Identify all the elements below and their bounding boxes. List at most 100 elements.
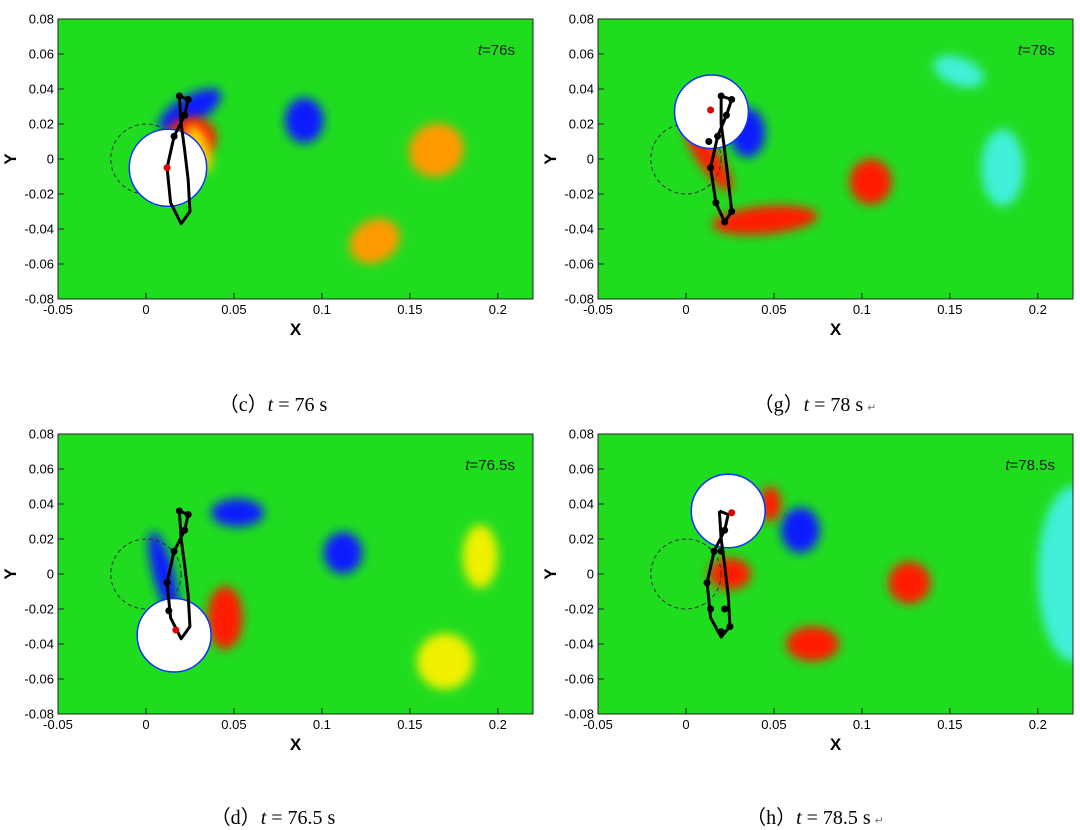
- caption-c: （c）t = 76 s: [0, 365, 540, 417]
- caption-d: （d）t = 76.5 s: [0, 778, 540, 830]
- y-axis-label: Y: [1, 568, 20, 580]
- trajectory-marker: [163, 579, 171, 587]
- reference-circle: [650, 123, 722, 195]
- vortex-blob: [462, 525, 498, 588]
- y-tick-label: 0.08: [29, 12, 54, 27]
- vortex-blob: [148, 531, 179, 617]
- trajectory-marker: [165, 607, 173, 615]
- x-tick-label: -0.05: [583, 717, 613, 732]
- y-tick-label: -0.02: [564, 602, 594, 617]
- vortex-blob: [708, 558, 752, 590]
- vortex-blob: [786, 626, 840, 662]
- y-tick-label: -0.04: [564, 222, 594, 237]
- vortex-blob: [981, 129, 1024, 207]
- x-tick-label: 0.05: [761, 302, 786, 317]
- caption-c-rest: = 76 s: [273, 394, 328, 416]
- caption-g-var: t: [803, 394, 810, 416]
- caption-g-label: （g）: [753, 394, 804, 416]
- contour-field: [650, 55, 1024, 235]
- caption-h-return-mark: ↵: [874, 815, 884, 827]
- x-axis-label: X: [830, 735, 842, 754]
- vortex-blob: [323, 532, 363, 574]
- contour-plot-c: -0.05 0 0.05 0.1 0.15 0.2 0.08 0.06 0.04 0.02 0 -0.…: [1, 12, 534, 339]
- vortex-blob: [284, 97, 324, 144]
- plot-background: [598, 434, 1073, 714]
- x-tick-label: 0.05: [221, 717, 246, 732]
- y-tick-label: -0.08: [24, 707, 54, 722]
- trajectory-marker: [728, 96, 736, 103]
- time-annotation: t=76.5s: [465, 457, 515, 474]
- x-tick-label: 0.2: [489, 717, 507, 732]
- trajectory-marker: [710, 547, 718, 555]
- y-tick-label: 0: [587, 567, 594, 582]
- vortex-blob: [416, 633, 474, 690]
- trajectory-marker: [707, 164, 715, 172]
- caption-g-rest: = 78 s: [809, 394, 864, 416]
- time-annotation: t=76s: [478, 42, 515, 59]
- trajectory-marker: [175, 92, 183, 100]
- y-tick-label: 0.06: [29, 462, 54, 477]
- y-axis-label: Y: [541, 153, 560, 165]
- y-tick-label: -0.02: [564, 187, 594, 202]
- y-tick-label: -0.08: [24, 292, 54, 307]
- trajectory-marker: [170, 547, 178, 555]
- y-tick-label: -0.06: [24, 257, 54, 272]
- x-axis-label: X: [290, 320, 302, 339]
- contour-field: [650, 473, 1073, 662]
- trajectory-marker: [712, 199, 720, 207]
- y-tick-label: -0.08: [564, 707, 594, 722]
- time-annotation-value: =76.5s: [470, 457, 515, 474]
- contour-plot-d: -0.05 0 0.05 0.1 0.15 0.2 0.08 0.06 0.04 0.02 0 -0.…: [1, 427, 534, 754]
- trajectory-marker: [184, 511, 192, 518]
- x-tick-label: 0.15: [397, 717, 422, 732]
- vortex-blob: [207, 586, 243, 650]
- y-tick-label: 0.06: [569, 462, 594, 477]
- vortex-blob: [933, 55, 984, 88]
- x-tick-label: 0: [142, 717, 149, 732]
- contour-field: [110, 88, 464, 264]
- trajectory-marker: [181, 526, 189, 534]
- vortex-blob: [1037, 486, 1073, 662]
- vortex-blob: [211, 498, 264, 527]
- cylinder: [136, 597, 212, 673]
- trajectory-marker: [170, 132, 178, 140]
- x-tick-label: 0.15: [937, 717, 962, 732]
- y-tick-label: 0.08: [569, 427, 594, 442]
- y-tick-label: -0.04: [564, 637, 594, 652]
- vortex-blob: [408, 123, 464, 178]
- y-tick-label: 0.04: [29, 82, 54, 97]
- y-tick-label: -0.08: [564, 292, 594, 307]
- vortex-blob: [349, 218, 400, 264]
- contour-plot-g: -0.05 0 0.05 0.1 0.15 0.2 0.08 0.06 0.04 0.02 0 -0.…: [541, 12, 1074, 339]
- x-tick-label: 0.1: [313, 717, 331, 732]
- vortex-blob: [888, 561, 931, 604]
- time-annotation-value: =78s: [1022, 42, 1055, 59]
- y-tick-label: 0: [47, 152, 54, 167]
- time-annotation-var: t: [1005, 457, 1010, 474]
- time-annotation: t=78.5s: [1005, 457, 1055, 474]
- x-tick-label: 0.1: [313, 302, 331, 317]
- y-tick-label: -0.02: [24, 602, 54, 617]
- vortex-blob: [780, 507, 820, 553]
- trajectory-marker: [717, 92, 725, 100]
- x-tick-label: 0: [682, 717, 689, 732]
- caption-h-label: （h）: [746, 807, 797, 829]
- y-tick-label: 0.08: [29, 427, 54, 442]
- y-tick-label: 0.02: [569, 532, 594, 547]
- trajectory-marker: [181, 111, 189, 119]
- red-marker: [163, 164, 171, 172]
- time-annotation: t=78s: [1018, 42, 1055, 59]
- red-marker: [728, 509, 736, 517]
- x-tick-label: 0.2: [489, 302, 507, 317]
- trajectory-marker: [721, 218, 729, 226]
- caption-g-return-mark: ↵: [867, 402, 877, 414]
- y-tick-label: -0.04: [24, 637, 54, 652]
- x-tick-label: 0.05: [761, 717, 786, 732]
- y-axis-label: Y: [541, 568, 560, 580]
- trajectory-marker: [728, 208, 736, 215]
- time-annotation-var: t: [1018, 42, 1023, 59]
- x-tick-label: 0.15: [937, 302, 962, 317]
- trajectory-marker: [714, 132, 722, 140]
- time-annotation-var: t: [478, 42, 483, 59]
- vortex-blob: [158, 88, 222, 132]
